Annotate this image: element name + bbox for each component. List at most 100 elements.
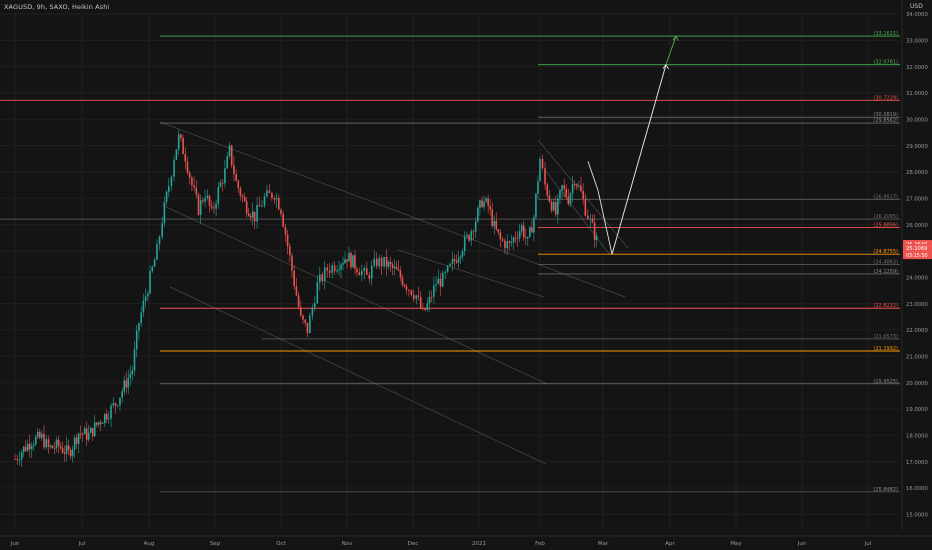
x-tick-label: Jul: [78, 541, 86, 547]
candle-body: [193, 185, 195, 188]
candle-body: [485, 198, 487, 202]
candle-body: [401, 277, 404, 285]
candle-body: [395, 266, 398, 270]
candle-body: [413, 295, 415, 299]
candle-body: [387, 261, 390, 267]
candle-body: [539, 158, 541, 182]
candle-body: [226, 156, 229, 169]
candle-body: [243, 197, 246, 202]
candle-body: [49, 445, 52, 447]
candle-body: [508, 241, 511, 243]
candle-body: [135, 330, 138, 350]
candle-body: [483, 201, 485, 208]
candle-body: [575, 184, 578, 187]
candle-body: [228, 145, 231, 157]
y-tick-label: 18.0000: [906, 433, 929, 439]
candle-body: [331, 265, 333, 273]
candle-body: [65, 445, 68, 454]
y-tick-label: 33.0000: [906, 39, 929, 45]
candle-body: [247, 213, 250, 217]
x-tick-label: Jun: [10, 541, 20, 547]
candle-body: [389, 261, 392, 265]
candle-body: [446, 265, 449, 272]
candle-body: [175, 149, 178, 160]
candle-body: [455, 260, 458, 263]
y-tick-label: 23.0000: [906, 302, 929, 308]
candle-body: [83, 428, 86, 435]
candle-body: [567, 196, 570, 205]
candle-body: [219, 182, 222, 187]
candle-body: [101, 423, 104, 424]
candle-body: [221, 182, 224, 184]
candle-body: [87, 432, 90, 440]
candle-body: [437, 278, 440, 285]
x-tick-label: Aug: [144, 541, 155, 547]
candle-body: [518, 231, 521, 239]
candle-body: [253, 211, 256, 222]
candle-body: [391, 264, 394, 268]
candle-body: [26, 443, 29, 451]
candle-body: [361, 271, 363, 276]
x-tick-label: Oct: [276, 541, 286, 547]
candle-body: [316, 282, 319, 304]
trend-channel-line: [169, 286, 547, 465]
candle-body: [510, 242, 513, 243]
candle-body: [110, 405, 112, 419]
price-level-label: (30.7229): [873, 95, 898, 101]
candle-body: [354, 255, 356, 269]
candle-body: [533, 217, 535, 233]
candle-body: [108, 418, 110, 420]
candle-body: [261, 205, 263, 207]
candle-body: [405, 286, 408, 290]
candle-body: [593, 222, 596, 241]
candle-body: [311, 307, 314, 316]
candle-body: [32, 444, 35, 446]
candle-body: [323, 267, 326, 282]
current-price-label: 25.1069: [906, 246, 927, 252]
candle-body: [461, 251, 464, 257]
candle-body: [282, 213, 284, 227]
candle-body: [263, 196, 266, 206]
candle-body: [129, 374, 132, 378]
candle-body: [309, 315, 311, 334]
y-tick-label: 26.0000: [906, 223, 929, 229]
candle-body: [43, 433, 45, 448]
candle-body: [546, 184, 549, 196]
candle-body: [55, 439, 58, 449]
candle-body: [368, 274, 371, 279]
candle-body: [493, 221, 496, 227]
trend-channel-line: [159, 121, 626, 298]
candle-body: [295, 286, 298, 296]
candle-body: [156, 244, 158, 260]
candle-body: [383, 256, 385, 267]
candle-body: [430, 296, 433, 298]
candle-body: [22, 446, 25, 453]
candle-body: [552, 202, 555, 211]
candle-body: [453, 259, 456, 261]
candle-body: [182, 138, 184, 155]
candle-body: [121, 391, 123, 398]
candle-body: [138, 322, 140, 331]
candle-body: [561, 185, 563, 191]
candles: [14, 130, 598, 467]
candle-body: [495, 221, 498, 230]
price-level-label: (22.8232): [873, 303, 898, 309]
candle-body: [173, 159, 175, 177]
candle-body: [161, 223, 163, 237]
candle-body: [140, 312, 142, 323]
candle-body: [297, 295, 300, 308]
candle-body: [119, 397, 121, 406]
candle-body: [81, 433, 84, 435]
candle-body: [571, 184, 574, 194]
candle-body: [85, 428, 88, 440]
candle-body: [75, 437, 78, 444]
y-tick-label: 32.0000: [906, 65, 929, 71]
countdown-label: 03:15:50: [906, 253, 928, 259]
candle-body: [477, 207, 479, 222]
y-tick-label: 34.0000: [906, 12, 929, 18]
candle-body: [202, 200, 204, 202]
price-level-label: (30.0819): [873, 112, 898, 118]
candle-body: [375, 258, 378, 267]
candle-body: [197, 194, 200, 215]
